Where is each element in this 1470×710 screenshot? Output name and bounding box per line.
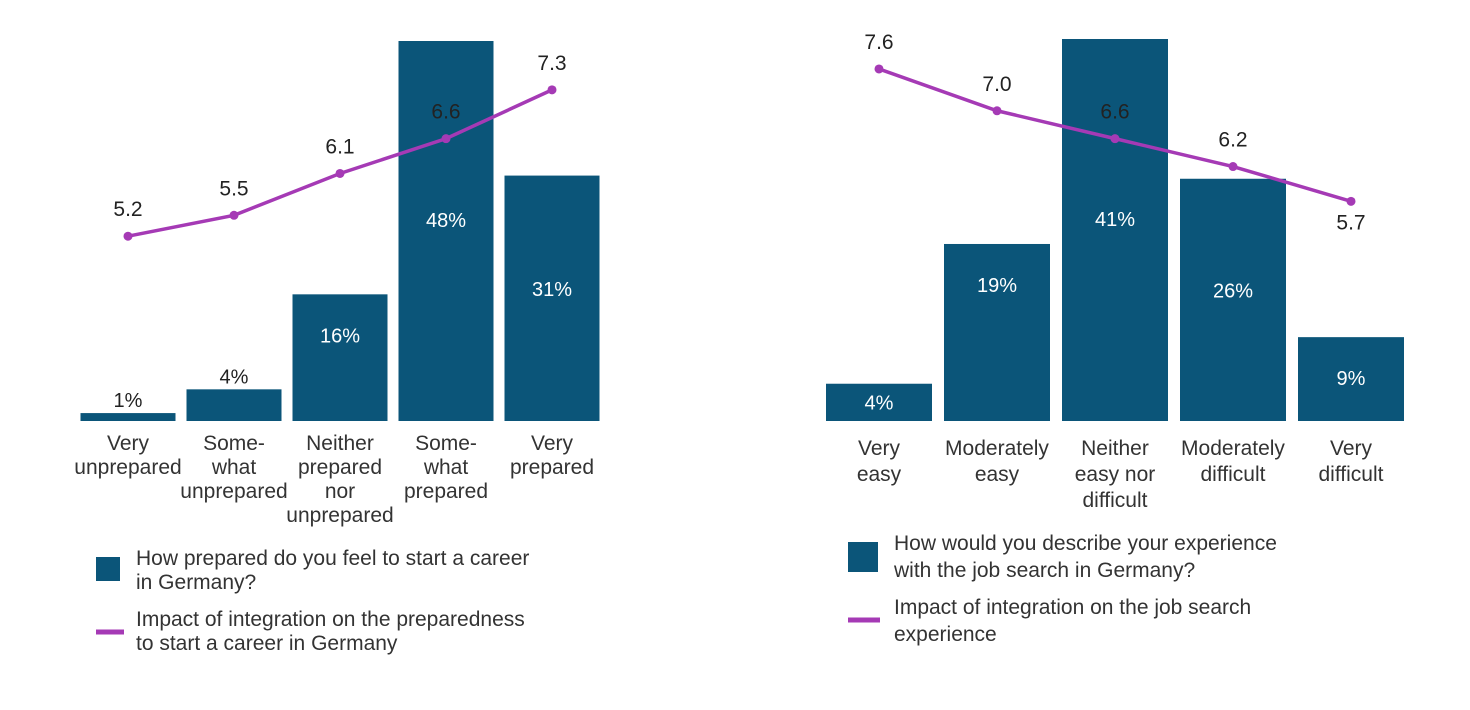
line-point [1110,134,1120,144]
line-value-label: 5.7 [1336,211,1365,234]
bar-value-label: 1% [114,390,143,412]
bar-value-label: 4% [865,392,894,414]
line-value-label: 5.5 [219,177,248,200]
bar [826,383,932,421]
bar [504,175,600,421]
bar [292,294,388,421]
legend-line-label: Impact of integration on the preparednes… [136,608,525,655]
line-value-label: 6.6 [431,101,460,124]
line-point [123,231,133,241]
bar-value-label: 4% [220,366,249,388]
bar-value-label: 26% [1213,280,1253,302]
bar-value-label: 19% [977,275,1017,297]
bar-value-label: 41% [1095,209,1135,231]
category-label: Very prepared [510,432,594,479]
line-value-label: 6.1 [325,135,354,158]
category-label: Some-what unprepared [180,432,287,503]
bar [1180,178,1286,421]
line-point [441,134,451,144]
category-label: Some-what prepared [404,432,488,503]
category-label: Neither easy nor difficult [1075,437,1156,512]
line-value-label: 6.6 [1100,101,1129,124]
bar [944,243,1050,421]
category-label: Very easy [857,437,902,486]
legend-bar-swatch [96,557,120,581]
bar-value-label: 31% [532,279,572,301]
category-label: Moderately difficult [1181,437,1285,486]
legend-bar-label: How prepared do you feel to start a care… [136,547,529,594]
bar [80,413,176,421]
chart-2: 4% 19% 41% 26% 9% Very easy Moderately easy Neith… [826,31,1404,646]
bar-value-label: 48% [426,210,466,232]
line-point [547,85,557,95]
line-value-label: 7.0 [982,73,1011,96]
line-point [335,168,345,178]
line-point [229,210,239,220]
bar-value-label: 16% [320,325,360,347]
bar [1298,337,1404,421]
legend: How would you describe your experience wi… [848,532,1277,646]
line-value-label: 7.6 [864,31,893,54]
category-label: Very difficult [1319,437,1384,486]
line-value-label: 5.2 [113,198,142,221]
legend-line-label: Impact of integration on the job search e… [894,596,1251,646]
bar-value-label: 9% [1337,368,1366,390]
category-label: Neither prepared nor unprepared [286,432,393,527]
line-value-label: 7.3 [537,52,566,75]
line-point [1346,196,1356,206]
legend-bar-swatch [848,542,878,572]
category-label: Very unprepared [74,432,181,479]
legend: How prepared do you feel to start a care… [96,547,529,655]
category-label: Moderately easy [945,437,1049,486]
line-point [992,106,1002,116]
legend-bar-label: How would you describe your experience wi… [893,532,1277,582]
bar [398,41,494,421]
line-point [874,64,884,74]
bar [1062,39,1168,421]
bar [186,389,282,421]
line-point [1228,162,1238,172]
line-value-label: 6.2 [1218,129,1247,152]
